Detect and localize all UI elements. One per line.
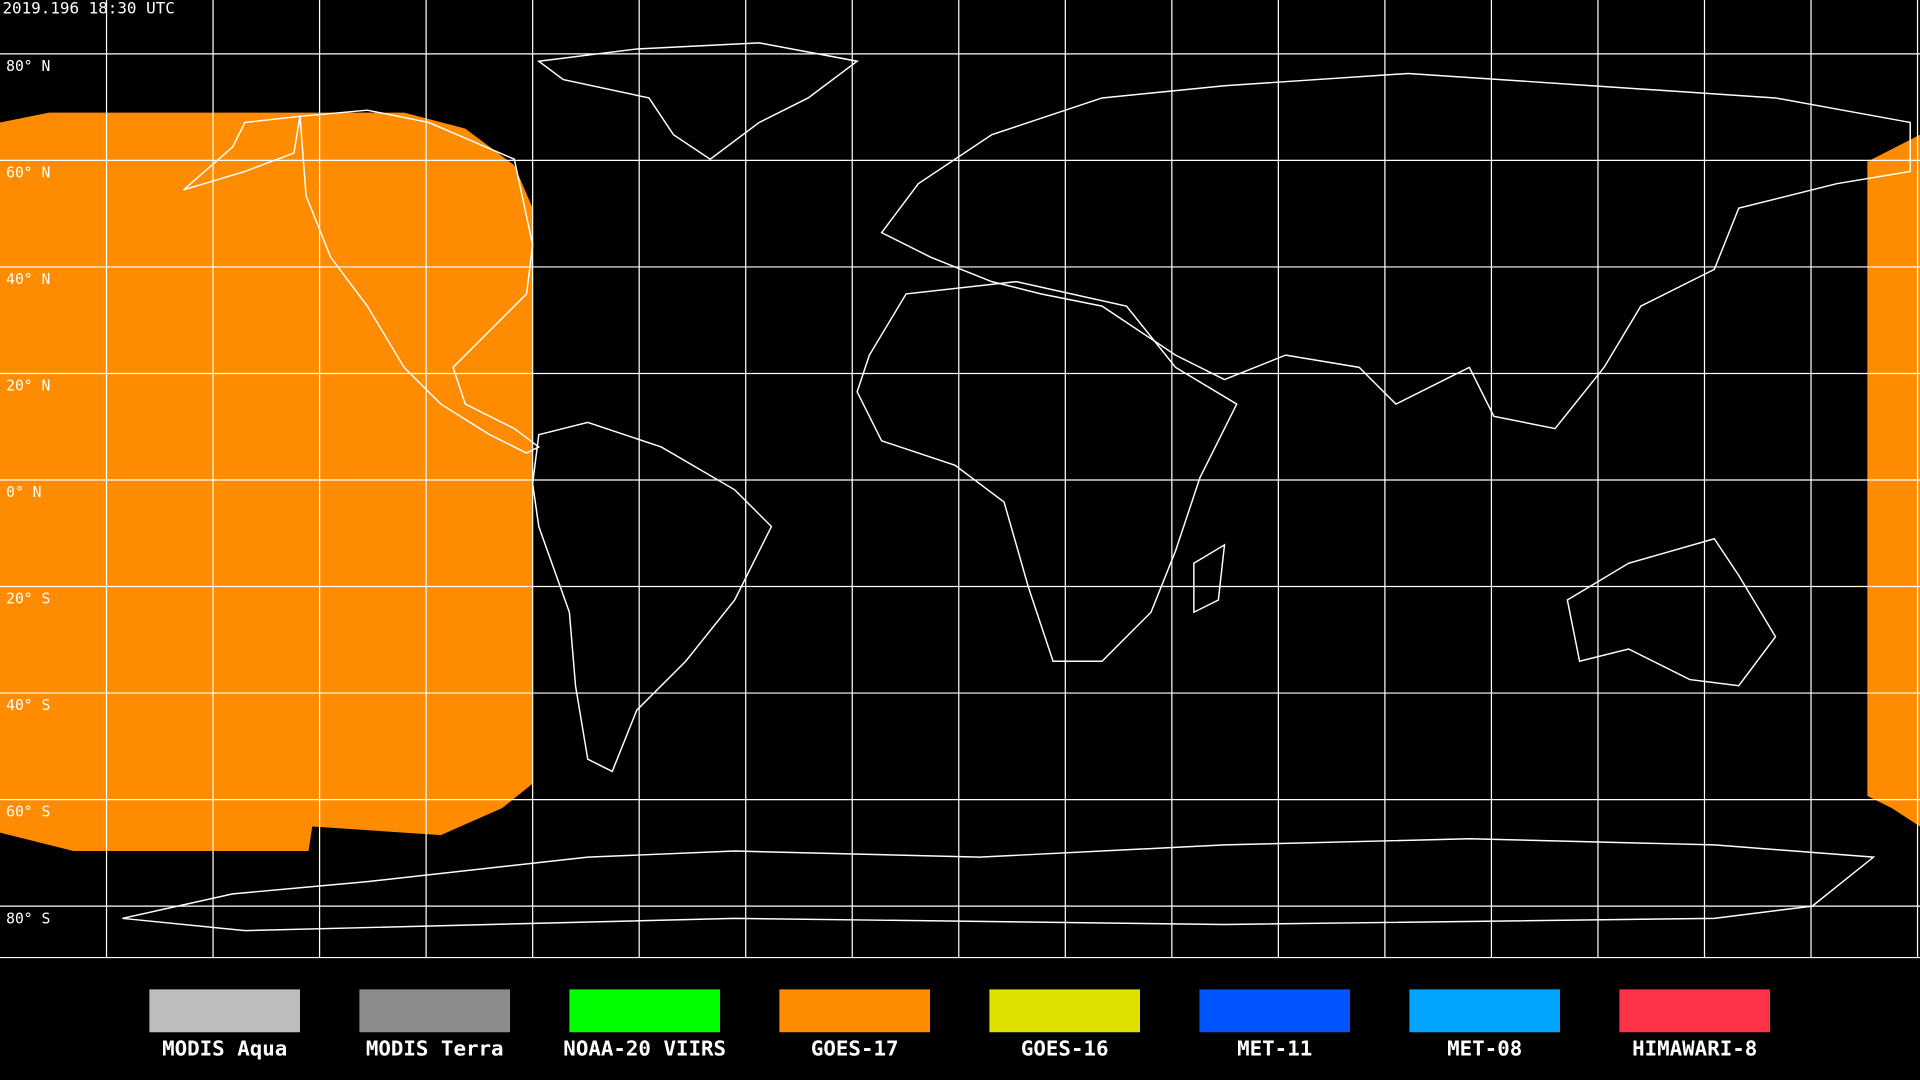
latitude-label: 0° N (6, 484, 41, 501)
goes17-coverage (0, 112, 533, 852)
north-america (183, 109, 541, 454)
goes17-coverage-east (1867, 134, 1920, 827)
latitude-label: 60° S (6, 804, 50, 821)
legend-label: MODIS Terra (366, 1037, 504, 1061)
latitude-labels: 80° N 60° N 40° N 20° N 0° N 20° S 40° S 60° S 8… (6, 58, 50, 927)
latitude-label: 40° N (6, 271, 50, 288)
legend-label: MET-11 (1237, 1037, 1312, 1061)
latitude-label: 20° S (6, 591, 50, 608)
graticule (0, 0, 1920, 958)
legend-label: GOES-17 (811, 1037, 899, 1061)
coverage (0, 112, 1920, 852)
eurasia (880, 72, 1911, 430)
latitude-label: 40° S (6, 697, 50, 714)
latitude-label: 60° N (6, 165, 50, 182)
africa (856, 280, 1238, 662)
south-america (531, 421, 773, 773)
legend-label: NOAA-20 VIIRS (563, 1037, 726, 1061)
legend-swatch (149, 989, 300, 1033)
legend-swatch (569, 989, 720, 1033)
greenland (536, 42, 859, 161)
legend-swatch (1619, 989, 1770, 1033)
timestamp: 2019.196 18:30 UTC (2, 0, 174, 17)
legend-label: GOES-16 (1021, 1037, 1109, 1061)
legend-label: MODIS Aqua (162, 1037, 287, 1061)
legend-swatch (989, 989, 1140, 1033)
legend-label: MET-08 (1447, 1037, 1522, 1061)
legend-swatch (1409, 989, 1560, 1033)
latitude-label: 80° S (6, 910, 50, 927)
legend-swatch (1199, 989, 1350, 1033)
coastlines (122, 42, 1911, 932)
latitude-label: 20° N (6, 378, 50, 395)
legend-swatch (779, 989, 930, 1033)
legend-panel (0, 957, 1920, 1080)
antarctica (122, 838, 1876, 932)
legend: MODIS Aqua MODIS Terra NOAA-20 VIIRS GOES-1… (149, 989, 1770, 1061)
legend-label: HIMAWARI-8 (1632, 1037, 1757, 1061)
legend-swatch (359, 989, 510, 1033)
australia (1566, 537, 1777, 687)
latitude-label: 80° N (6, 58, 50, 75)
